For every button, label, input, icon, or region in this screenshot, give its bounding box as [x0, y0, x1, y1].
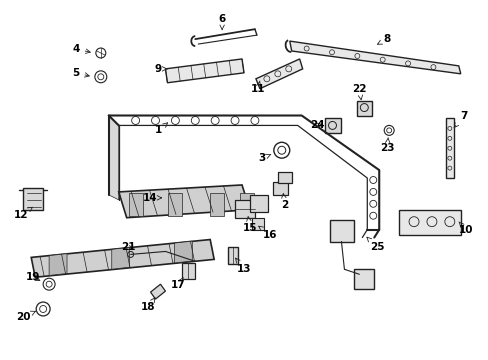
- Polygon shape: [49, 254, 67, 275]
- Text: 9: 9: [155, 64, 167, 74]
- Text: 3: 3: [258, 153, 270, 163]
- Text: 18: 18: [141, 298, 156, 312]
- Polygon shape: [398, 210, 460, 235]
- Polygon shape: [174, 241, 192, 263]
- Text: 19: 19: [26, 272, 41, 282]
- Text: 4: 4: [72, 44, 90, 54]
- Polygon shape: [168, 193, 182, 216]
- Polygon shape: [23, 188, 43, 210]
- Text: 21: 21: [121, 243, 136, 252]
- Text: 16: 16: [258, 226, 277, 239]
- Text: 13: 13: [235, 258, 251, 274]
- Text: 25: 25: [366, 237, 384, 252]
- Polygon shape: [31, 239, 214, 277]
- Text: 6: 6: [218, 14, 225, 30]
- Polygon shape: [251, 218, 264, 230]
- Polygon shape: [150, 284, 165, 299]
- Polygon shape: [108, 116, 119, 200]
- Polygon shape: [255, 59, 302, 89]
- Polygon shape: [357, 100, 371, 116]
- Text: 7: 7: [453, 111, 467, 127]
- Polygon shape: [277, 172, 291, 183]
- Text: 24: 24: [309, 121, 324, 130]
- Polygon shape: [165, 59, 244, 83]
- Text: 5: 5: [72, 68, 89, 78]
- Text: 1: 1: [155, 123, 167, 135]
- Polygon shape: [272, 182, 287, 195]
- Polygon shape: [182, 264, 195, 279]
- Polygon shape: [119, 185, 249, 218]
- Text: 10: 10: [458, 222, 472, 235]
- Text: 2: 2: [281, 194, 288, 210]
- Polygon shape: [227, 247, 238, 264]
- Text: 20: 20: [16, 311, 36, 322]
- Polygon shape: [112, 247, 129, 269]
- Text: 22: 22: [351, 84, 366, 100]
- Polygon shape: [128, 193, 142, 216]
- Polygon shape: [354, 269, 373, 289]
- Text: 11: 11: [250, 81, 264, 94]
- Text: 15: 15: [242, 217, 257, 233]
- Polygon shape: [210, 193, 224, 216]
- Polygon shape: [329, 220, 354, 242]
- Polygon shape: [235, 200, 254, 218]
- Text: 14: 14: [143, 193, 161, 203]
- Text: 17: 17: [171, 278, 185, 290]
- Polygon shape: [240, 193, 253, 216]
- Polygon shape: [249, 195, 267, 212]
- Text: 23: 23: [379, 138, 394, 153]
- Text: 8: 8: [377, 34, 390, 44]
- Polygon shape: [445, 118, 453, 178]
- Polygon shape: [324, 118, 341, 133]
- Polygon shape: [289, 41, 460, 74]
- Text: 12: 12: [14, 207, 32, 220]
